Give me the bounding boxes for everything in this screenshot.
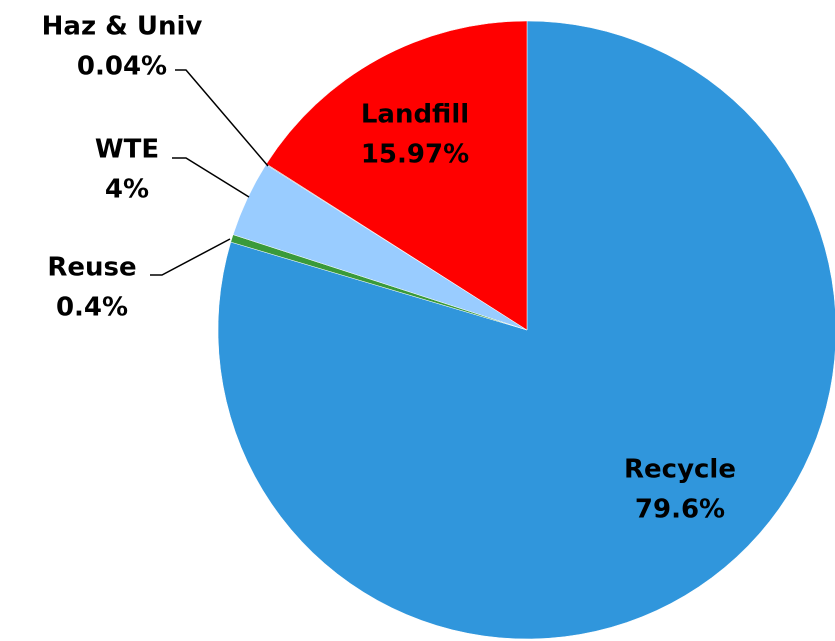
leader-line: [150, 238, 231, 276]
slice-value-label: 79.6%: [635, 495, 725, 525]
slice-name-label: Reuse: [47, 253, 136, 283]
slice-name-label: Recycle: [624, 455, 736, 485]
slice-name-label: Haz & Univ: [42, 12, 203, 42]
slice-value-label: 4%: [105, 175, 149, 205]
pie-slice: [266, 20, 528, 331]
slice-name-label: Landfill: [361, 100, 469, 130]
slice-value-label: 15.97%: [361, 140, 469, 170]
leader-line: [172, 157, 250, 198]
slice-value-label: 0.4%: [56, 293, 128, 323]
slice-name-label: WTE: [95, 135, 159, 165]
leader-line: [175, 69, 269, 167]
slice-value-label: 0.04%: [77, 52, 167, 82]
